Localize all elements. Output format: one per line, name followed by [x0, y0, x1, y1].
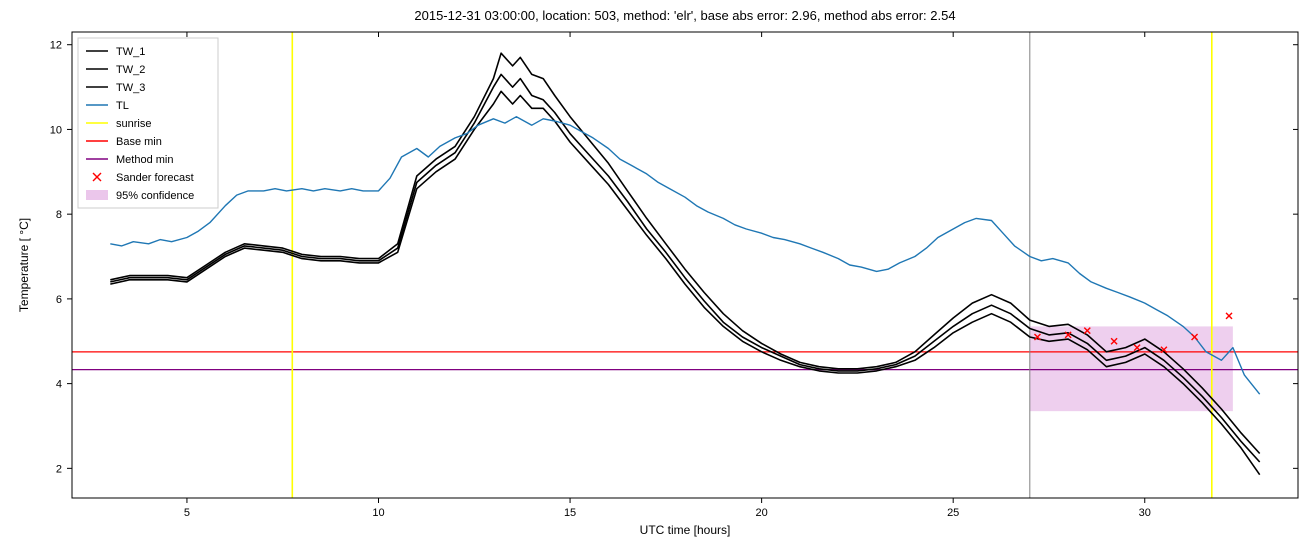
xtick-label: 10	[372, 507, 384, 519]
xtick-label: 30	[1139, 507, 1151, 519]
ytick-label: 6	[56, 294, 62, 306]
legend-label: sunrise	[116, 118, 151, 130]
chart-container: 2015-12-31 03:00:00, location: 503, meth…	[0, 0, 1310, 547]
xtick-label: 20	[756, 507, 768, 519]
chart-svg: 2015-12-31 03:00:00, location: 503, meth…	[0, 0, 1310, 547]
legend-label: Base min	[116, 136, 162, 148]
ytick-label: 2	[56, 463, 62, 475]
xtick-label: 5	[184, 507, 190, 519]
legend-label: TW_2	[116, 64, 145, 76]
legend-label: TW_3	[116, 82, 145, 94]
chart-title: 2015-12-31 03:00:00, location: 503, meth…	[414, 8, 955, 23]
xtick-label: 15	[564, 507, 576, 519]
ytick-label: 12	[50, 40, 62, 52]
confidence-band	[1030, 326, 1233, 411]
legend-swatch	[86, 190, 108, 200]
legend-label: 95% confidence	[116, 190, 194, 202]
legend-label: TW_1	[116, 46, 145, 58]
x-axis-label: UTC time [hours]	[640, 523, 731, 537]
legend-label: Sander forecast	[116, 172, 194, 184]
y-axis-label: Temperature [ °C]	[17, 218, 31, 312]
ytick-label: 10	[50, 124, 62, 136]
ytick-label: 8	[56, 209, 62, 221]
plot-area	[72, 32, 1298, 498]
xtick-label: 25	[947, 507, 959, 519]
legend-label: TL	[116, 100, 129, 112]
legend-label: Method min	[116, 154, 173, 166]
ytick-label: 4	[56, 379, 62, 391]
